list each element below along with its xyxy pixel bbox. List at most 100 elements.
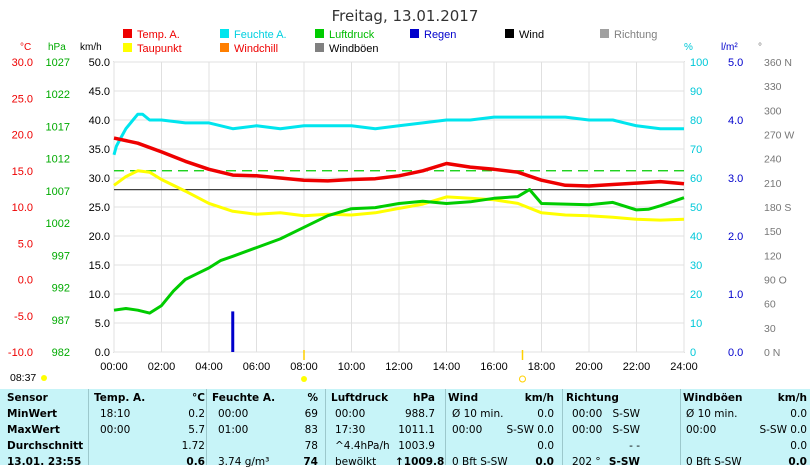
table-cell: 1.72	[181, 440, 205, 452]
chart-series	[112, 112, 685, 383]
table-cell: 00:00	[572, 408, 603, 420]
table-cell: 00:00	[218, 408, 249, 420]
table-header: °C	[192, 392, 205, 404]
table-cell: 3.74 g/m³	[218, 456, 270, 468]
table-cell: S-SW 0.0	[506, 424, 554, 436]
table-cell: 1011.1	[398, 424, 435, 436]
temp-tick-label: 5.0	[18, 238, 33, 250]
table-cell: 00:00	[452, 424, 483, 436]
table-cell: 0.0	[535, 456, 554, 468]
table-header: Windböen	[683, 392, 743, 404]
direction-tick-label: 300	[764, 105, 782, 117]
table-row-label: MaxWert	[7, 424, 60, 436]
wind-tick-label: 10.0	[89, 289, 110, 301]
time-tick-label: 04:00	[195, 361, 223, 373]
table-cell: 78	[304, 440, 318, 452]
series-temp-a-	[113, 136, 685, 188]
table-cell: 0.0	[790, 440, 807, 452]
legend-label: Wind	[519, 29, 544, 41]
legend-label: Temp. A.	[137, 29, 180, 41]
humidity-tick-label: 40	[690, 231, 702, 243]
humidity-tick-label: 60	[690, 173, 702, 185]
wind-tick-label: 50.0	[89, 57, 110, 69]
table-divider	[325, 389, 326, 465]
table-cell: 00:00	[335, 408, 366, 420]
time-tick-label: 16:00	[480, 361, 508, 373]
table-cell: S-SW	[608, 456, 640, 468]
legend-swatch	[410, 29, 419, 38]
table-row-label: Durchschnitt	[7, 440, 84, 452]
legend-swatch	[123, 43, 132, 52]
table-header: hPa	[413, 392, 435, 404]
table-cell: - -	[629, 440, 640, 452]
humidity-tick-label: 20	[690, 289, 702, 301]
direction-tick-label: 60	[764, 299, 776, 311]
wind-tick-label: 15.0	[89, 260, 110, 272]
table-cell: Ø 10 min.	[452, 408, 504, 420]
temp-tick-label: 20.0	[12, 130, 33, 142]
rain-tick-label: 3.0	[728, 173, 743, 185]
humidity-tick-label: 80	[690, 115, 702, 127]
table-cell: 01:00	[218, 424, 249, 436]
series-luftdruck	[113, 188, 685, 315]
pressure-tick-label: 1017	[46, 121, 70, 133]
rain-tick-label: 4.0	[728, 115, 743, 127]
wind-tick-label: 45.0	[89, 86, 110, 98]
direction-tick-label: 360 N	[764, 57, 792, 69]
direction-tick-label: 0 N	[764, 347, 780, 359]
wind-unit: km/h	[80, 42, 102, 53]
temp-tick-label: 15.0	[12, 166, 33, 178]
time-tick-label: 20:00	[575, 361, 603, 373]
table-cell: ^4.4hPa/h	[335, 440, 390, 452]
temp-tick-label: 30.0	[12, 57, 33, 69]
chart-legend: Temp. A. Taupunkt Feuchte A. Windchill Luftd…	[123, 29, 657, 55]
wind-tick-label: 0.0	[95, 347, 110, 359]
table-cell: 988.7	[404, 408, 435, 420]
legend-swatch	[315, 43, 324, 52]
rain-unit: l/m²	[721, 42, 738, 53]
direction-tick-label: 30	[764, 323, 776, 335]
table-divider	[445, 389, 446, 465]
time-tick-label: 12:00	[385, 361, 413, 373]
pressure-tick-label: 1022	[46, 89, 70, 101]
humidity-tick-label: 70	[690, 144, 702, 156]
humidity-tick-label: 10	[690, 318, 702, 330]
direction-tick-label: 150	[764, 226, 782, 238]
sunset-icon	[519, 375, 526, 383]
rain-tick-label: 1.0	[728, 289, 743, 301]
sun-marker	[41, 375, 47, 381]
legend-label: Feuchte A.	[234, 29, 287, 41]
pressure-tick-label: 987	[52, 315, 70, 327]
table-cell: 0.6	[186, 456, 205, 468]
table-cell: 69	[304, 408, 318, 420]
legend-label: Luftdruck	[329, 29, 375, 41]
table-cell: 0.0	[537, 408, 554, 420]
pressure-tick-label: 992	[52, 283, 70, 295]
temp-tick-label: 0.0	[18, 275, 33, 287]
rain-tick-label: 0.0	[728, 347, 743, 359]
humidity-tick-label: 30	[690, 260, 702, 272]
table-cell: ↑1009.8	[395, 456, 445, 468]
table-header: %	[307, 392, 318, 404]
stats-table	[0, 389, 810, 465]
temp-tick-label: -5.0	[14, 311, 33, 323]
temp-tick-label: 10.0	[12, 202, 33, 214]
legend-label: Richtung	[614, 29, 657, 41]
humidity-tick-label: 100	[690, 57, 708, 69]
table-divider	[206, 389, 207, 465]
table-cell: 17:30	[335, 424, 366, 436]
temp-tick-label: 25.0	[12, 93, 33, 105]
axis-units: °C hPa km/h % l/m² °	[20, 42, 762, 53]
direction-tick-label: 240	[764, 154, 782, 166]
legend-label: Taupunkt	[137, 43, 182, 55]
direction-unit: °	[758, 42, 762, 53]
wind-tick-label: 35.0	[89, 144, 110, 156]
series-taupunkt	[113, 169, 685, 222]
table-cell: 18:10	[100, 408, 131, 420]
humidity-tick-label: 90	[690, 86, 702, 98]
corner-time: 08:37	[10, 372, 36, 384]
table-cell: 0.0	[790, 408, 807, 420]
legend-swatch	[220, 43, 229, 52]
time-tick-label: 24:00	[670, 361, 698, 373]
rain-bar	[231, 311, 235, 352]
